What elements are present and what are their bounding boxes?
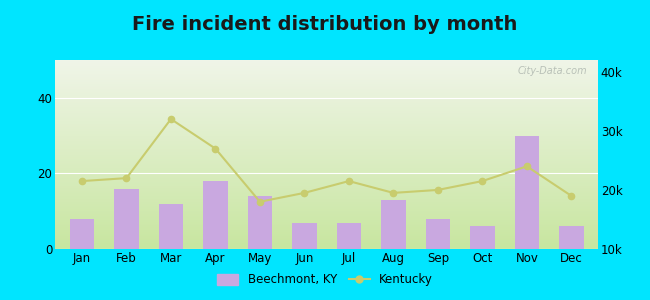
Bar — [381, 200, 406, 249]
Legend: Beechmont, KY, Kentucky: Beechmont, KY, Kentucky — [212, 269, 438, 291]
Bar — [248, 196, 272, 249]
Bar — [470, 226, 495, 249]
Bar — [515, 136, 539, 249]
Bar — [203, 181, 227, 249]
Bar — [159, 204, 183, 249]
Text: City-Data.com: City-Data.com — [517, 66, 587, 76]
Bar — [292, 223, 317, 249]
Bar — [337, 223, 361, 249]
Bar — [559, 226, 584, 249]
Bar — [114, 188, 138, 249]
Bar — [426, 219, 450, 249]
Bar — [70, 219, 94, 249]
Text: Fire incident distribution by month: Fire incident distribution by month — [133, 15, 517, 34]
